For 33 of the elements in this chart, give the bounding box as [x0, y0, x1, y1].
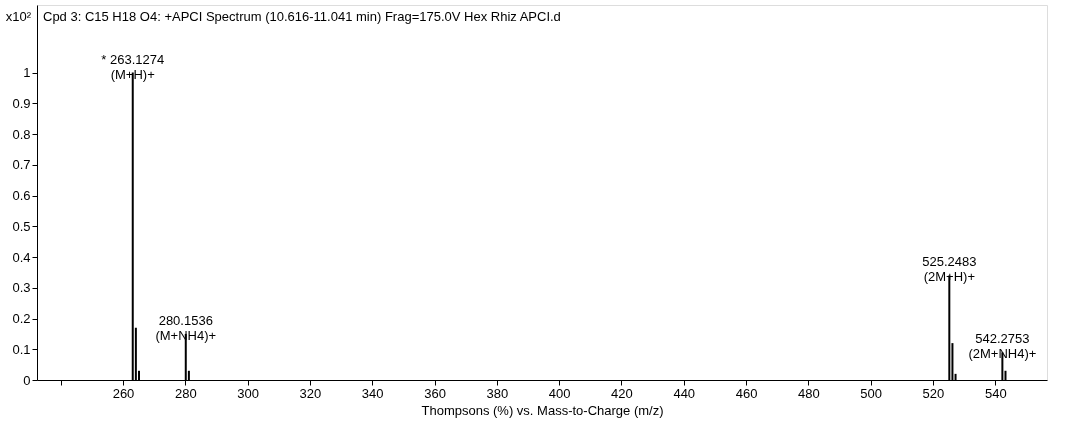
annotation: 280.1536 (M+NH4)+ [155, 312, 217, 343]
y-tick-label: 0.5 [12, 218, 31, 234]
x-tick-label: 460 [735, 385, 758, 401]
y-tick-label: 0 [23, 372, 31, 388]
y-tick-label: 0.6 [12, 188, 31, 204]
y-tick-label: 0.1 [12, 341, 31, 357]
y-tick-label: 0.3 [12, 280, 31, 296]
x-tick-label: 280 [174, 385, 197, 401]
y-tick-label: 0.4 [12, 249, 31, 265]
y-tick-label: 0.8 [12, 126, 31, 142]
x-tick-label: 500 [860, 385, 883, 401]
x-tick-label: 380 [486, 385, 509, 401]
x-tick-label: 540 [984, 385, 1007, 401]
annotation: * 263.1274 (M+H)+ [101, 51, 165, 82]
y-axis-title: x10² [5, 9, 32, 24]
x-tick-label: 520 [922, 385, 945, 401]
x-tick-label: 360 [424, 385, 446, 401]
x-axis-title: Thompsons (%) vs. Mass-to-Charge (m/z) [421, 402, 664, 418]
x-tick-label: 440 [673, 385, 696, 401]
x-tick-label: 340 [361, 385, 384, 401]
y-tick-label: 1 [23, 65, 31, 81]
x-tick-label: 300 [237, 385, 259, 401]
y-tick-label: 0.7 [12, 157, 31, 173]
y-tick-label: 0.9 [12, 95, 31, 111]
x-tick-label: 480 [798, 385, 820, 401]
annotation: 542.2753 (2M+NH4)+ [968, 331, 1037, 362]
x-tick-label: 400 [548, 385, 571, 401]
x-tick-label: 320 [299, 385, 322, 401]
x-tick-label: 260 [112, 385, 135, 401]
chart-title: Cpd 3: C15 H18 O4: +APCI Spectrum (10.616-11.041 min) Frag=175.0V Hex Rhiz APCI.d [43, 9, 561, 24]
annotation: 525.2483 (2M+H)+ [922, 254, 977, 285]
y-tick-label: 0.2 [12, 311, 31, 327]
x-tick-label: 420 [611, 385, 633, 401]
